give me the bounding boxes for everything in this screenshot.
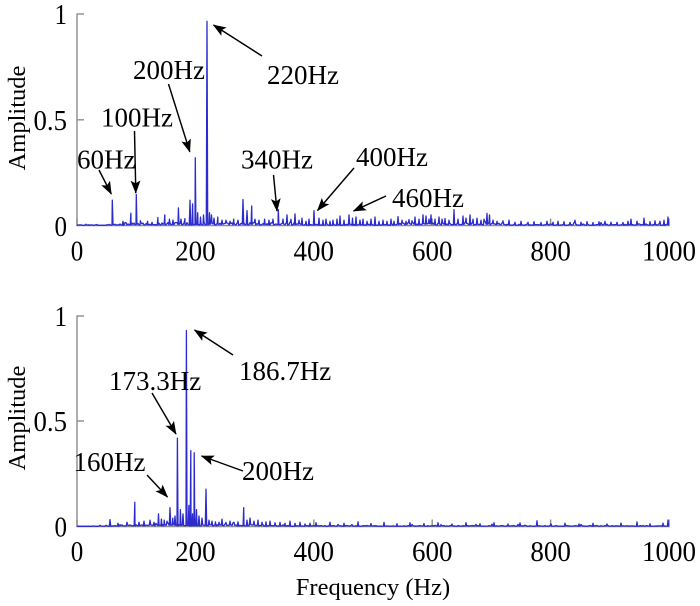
svg-text:400: 400: [294, 236, 335, 268]
svg-text:600: 600: [412, 536, 453, 568]
svg-text:340Hz: 340Hz: [241, 145, 313, 175]
svg-text:160Hz: 160Hz: [74, 447, 146, 477]
svg-text:1: 1: [55, 301, 68, 333]
svg-text:200: 200: [175, 536, 216, 568]
svg-text:100Hz: 100Hz: [101, 103, 173, 133]
svg-text:0: 0: [55, 211, 68, 243]
svg-text:400Hz: 400Hz: [356, 142, 428, 172]
svg-text:Frequency (Hz): Frequency (Hz): [296, 574, 450, 601]
svg-text:460Hz: 460Hz: [392, 183, 464, 213]
svg-text:Amplitude: Amplitude: [4, 65, 31, 170]
svg-text:Amplitude: Amplitude: [4, 365, 31, 470]
svg-text:173.3Hz: 173.3Hz: [109, 366, 201, 396]
svg-text:1: 1: [55, 0, 68, 31]
svg-text:200Hz: 200Hz: [242, 456, 314, 486]
svg-text:1000: 1000: [642, 236, 696, 268]
svg-text:1000: 1000: [642, 536, 696, 568]
svg-text:600: 600: [412, 236, 453, 268]
svg-text:200Hz: 200Hz: [133, 55, 205, 85]
svg-text:0: 0: [71, 236, 84, 268]
svg-text:400: 400: [294, 536, 335, 568]
svg-text:800: 800: [530, 236, 571, 268]
svg-text:0: 0: [55, 512, 68, 544]
svg-text:220Hz: 220Hz: [267, 60, 339, 90]
svg-text:0.5: 0.5: [34, 406, 68, 438]
svg-text:0: 0: [71, 536, 84, 568]
svg-text:186.7Hz: 186.7Hz: [239, 356, 331, 386]
svg-text:800: 800: [530, 536, 571, 568]
svg-text:0.5: 0.5: [34, 105, 68, 137]
svg-text:60Hz: 60Hz: [77, 145, 135, 175]
svg-text:200: 200: [175, 236, 216, 268]
